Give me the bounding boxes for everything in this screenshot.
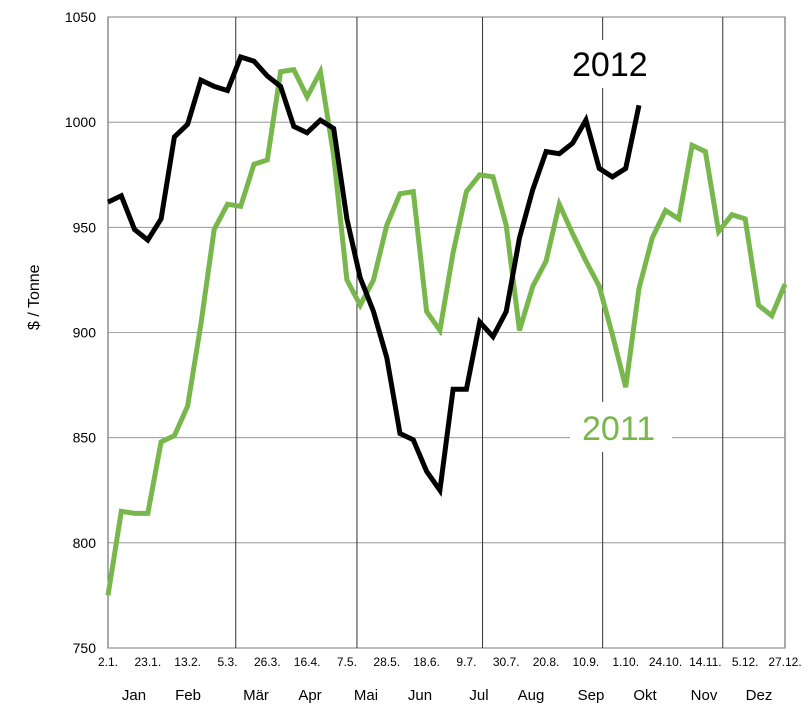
x-tick-label: 20.8.	[533, 655, 560, 669]
x-tick-label: 28.5.	[373, 655, 400, 669]
month-label: Okt	[633, 687, 657, 704]
x-tick-label: 16.4.	[294, 655, 321, 669]
month-labels: Jan Feb Mär Apr Mai Jun Jul Aug Sep Okt Nov Dez	[122, 687, 772, 704]
series-label-2012: 2012	[572, 46, 648, 84]
x-tick-label: 26.3.	[254, 655, 281, 669]
x-tick-label: 2.1.	[98, 655, 118, 669]
y-tick-label: 800	[73, 535, 97, 551]
month-label: Jan	[122, 687, 146, 704]
month-label: Feb	[175, 687, 201, 704]
month-label: Jun	[408, 687, 432, 704]
series-line-2012	[106, 53, 642, 498]
month-label: Nov	[691, 687, 718, 704]
month-label: Apr	[298, 687, 321, 704]
x-tick-label: 24.10.	[649, 655, 682, 669]
y-tick-label: 1000	[65, 114, 96, 130]
month-label: Sep	[578, 687, 605, 704]
series-line-2011	[105, 63, 788, 596]
x-axis-ticks: 2.1. 23.1. 13.2. 5.3. 26.3. 16.4. 7.5. 28.5. 18.…	[98, 655, 802, 669]
y-axis-label-wrap: $ / Tonne	[21, 210, 50, 330]
y-axis-ticks: 750 800 850 900 950 1000 1050	[65, 9, 96, 656]
series-labels: 2012 2011	[560, 40, 672, 452]
grid-lines	[107, 16, 786, 649]
x-tick-label: 5.12.	[732, 655, 759, 669]
x-tick-label: 30.7.	[493, 655, 520, 669]
x-tick-label: 14.11.	[689, 655, 721, 669]
label-2011-bg	[570, 402, 672, 452]
y-axis-label: $ / Tonne	[26, 264, 43, 330]
y-tick-label: 950	[73, 219, 97, 235]
x-tick-label: 7.5.	[337, 655, 357, 669]
month-label: Dez	[746, 687, 773, 704]
series-lines	[105, 53, 788, 596]
x-tick-label: 1.10.	[612, 655, 639, 669]
x-tick-label: 23.1.	[134, 655, 161, 669]
month-label: Mai	[354, 687, 378, 704]
x-tick-label: 27.12.	[768, 655, 801, 669]
x-tick-label: 10.9.	[573, 655, 600, 669]
y-tick-label: 750	[73, 640, 97, 656]
x-tick-label: 18.6.	[413, 655, 440, 669]
x-tick-label: 9.7.	[456, 655, 476, 669]
y-tick-label: 1050	[65, 9, 96, 25]
month-label: Jul	[469, 687, 488, 704]
x-tick-label: 13.2.	[174, 655, 201, 669]
y-tick-label: 900	[73, 325, 97, 341]
month-label: Mär	[243, 687, 269, 704]
series-label-2011: 2011	[582, 410, 655, 448]
y-tick-label: 850	[73, 430, 97, 446]
month-label: Aug	[518, 687, 545, 704]
label-2012-bg	[560, 40, 660, 88]
x-tick-label: 5.3.	[217, 655, 237, 669]
